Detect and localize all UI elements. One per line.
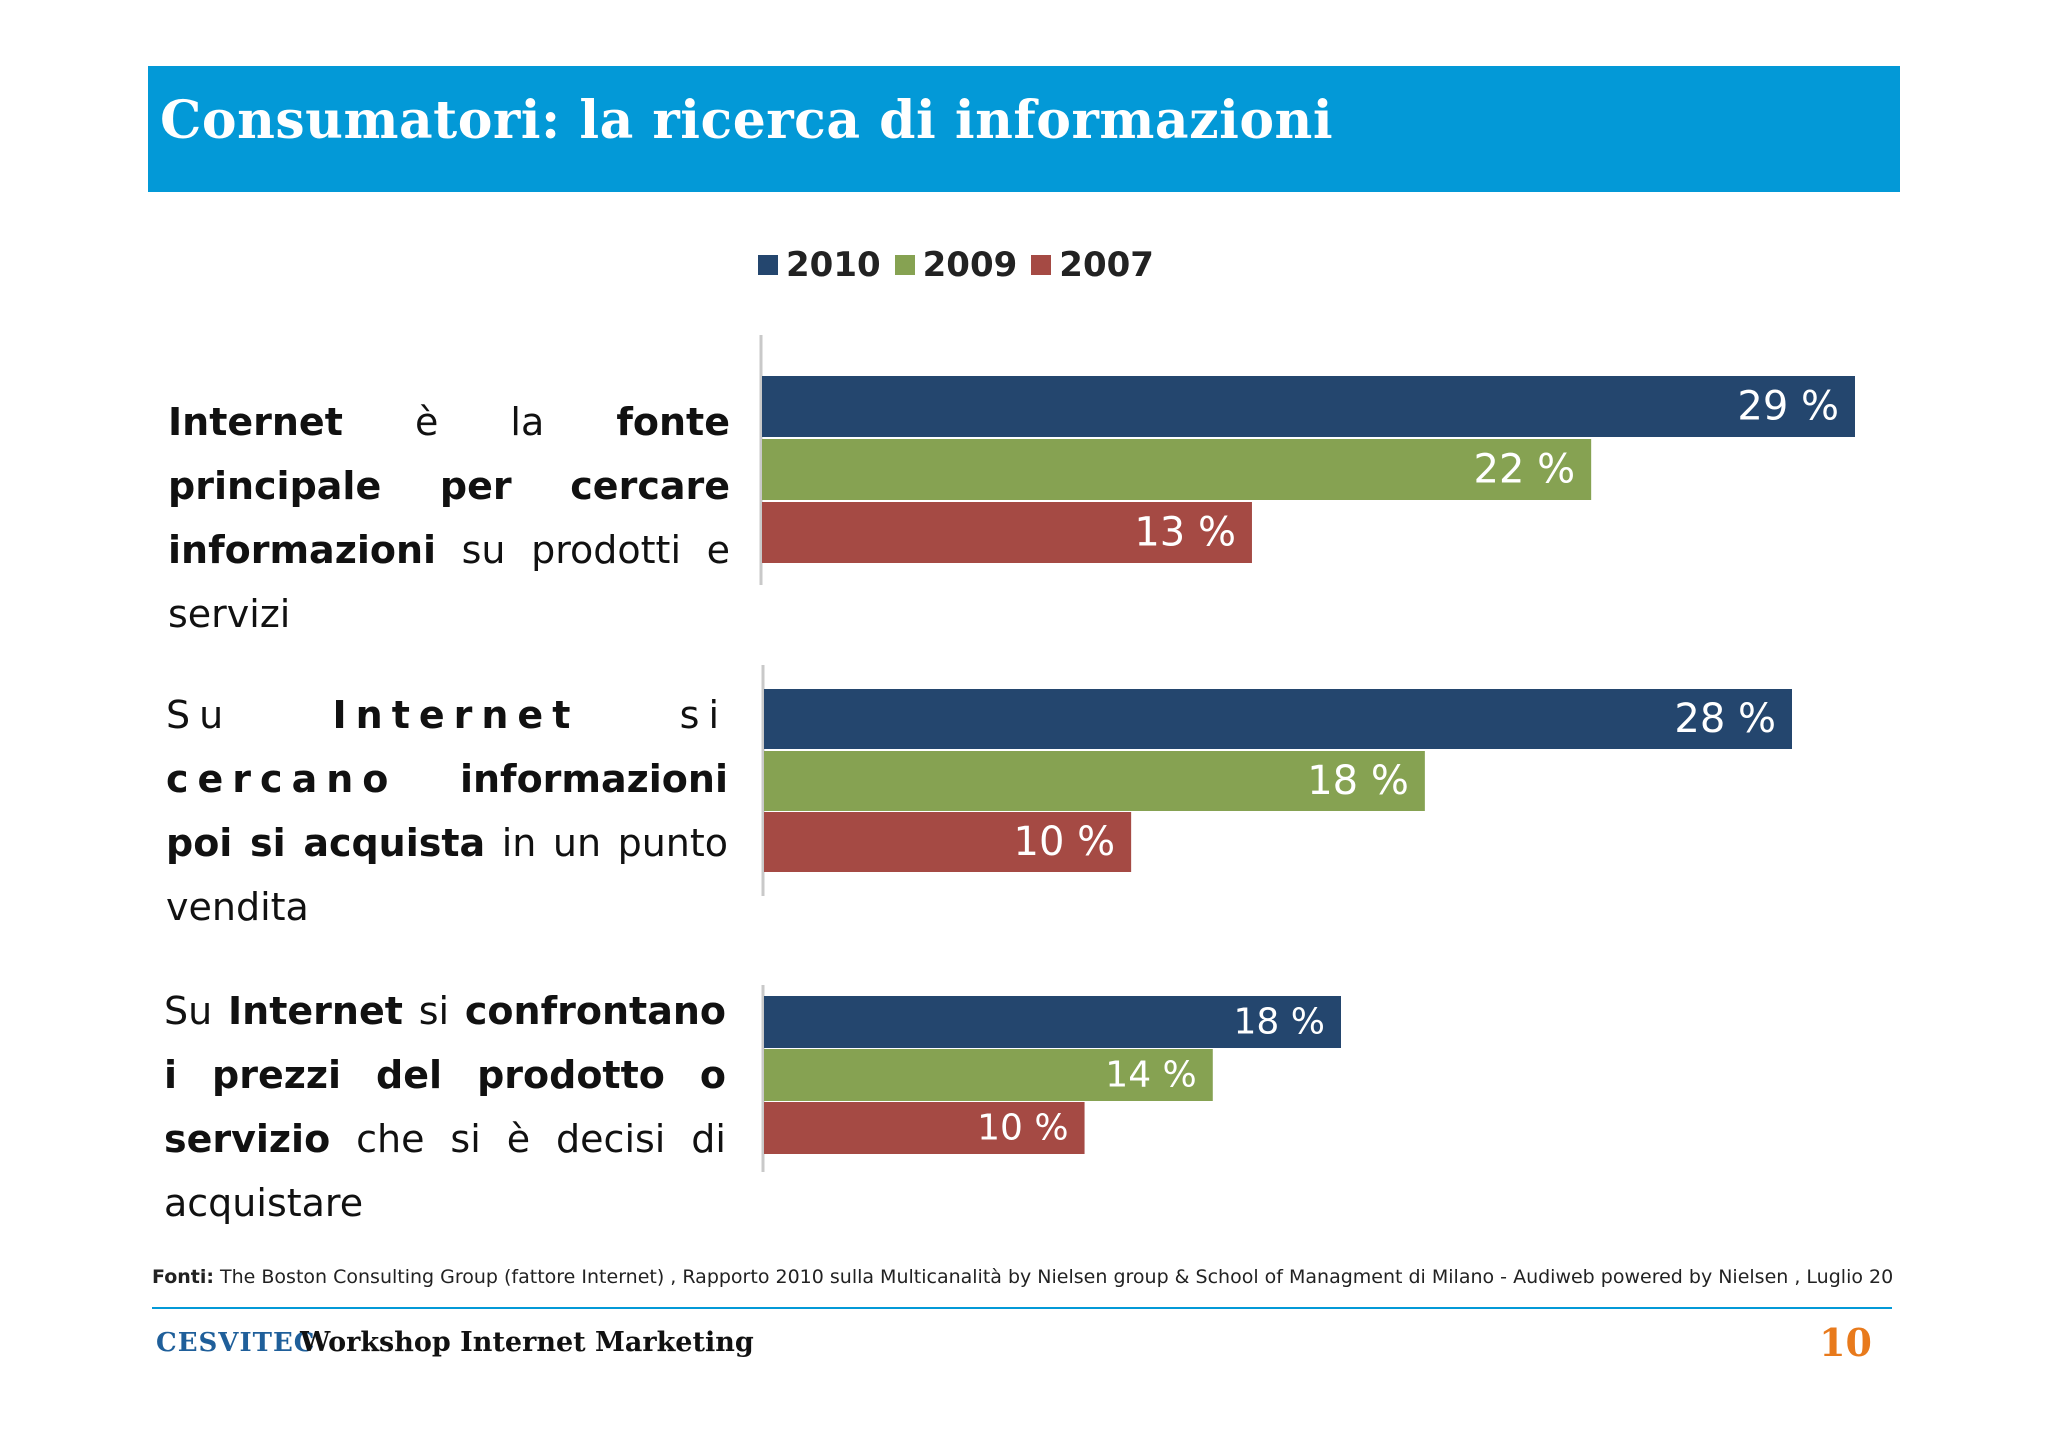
bar-2009 [764, 751, 1425, 811]
statement-text: Su [166, 693, 333, 737]
bar-value-label: 10 % [1014, 819, 1116, 865]
legend-item: 2007 [1031, 245, 1154, 285]
sources-text: The Boston Consulting Group (fattore Int… [213, 1266, 1892, 1288]
bar-value-label: 10 % [977, 1108, 1068, 1149]
legend-swatch [1031, 255, 1052, 275]
legend-label: 2007 [1059, 245, 1154, 285]
bar-2010 [762, 376, 1855, 437]
statement-text: in un punto vendita [166, 821, 729, 929]
bar-value-label: 14 % [1105, 1055, 1196, 1096]
legend-label: 2009 [922, 245, 1018, 285]
statement-3: Su Internet si confrontano i prezzi del … [164, 979, 726, 1235]
bar-value-label: 18 % [1307, 758, 1409, 804]
page-title: Consumatori: la ricerca di informazioni [160, 90, 1334, 151]
bar-value-label: 29 % [1737, 384, 1839, 430]
bar-value-label: 18 % [1234, 1002, 1325, 1043]
statement-text: su prodotti e servizi [168, 528, 730, 636]
statement-text: fonte principale per cercare informazion… [168, 400, 730, 572]
bar-2007 [762, 502, 1252, 563]
statement-text: Internet [228, 989, 403, 1033]
statement-2: Su Internet si cercano informazioni poi … [166, 683, 728, 939]
page-number: 10 [1819, 1320, 1872, 1365]
statement-text: si [402, 989, 465, 1033]
cesvitec-logo: CESVITEC [156, 1328, 316, 1358]
statement-text: cercano [166, 757, 398, 801]
title-bar: Consumatori: la ricerca di informazioni [148, 66, 1900, 192]
statement-text: confrontano i prezzi del prodotto o serv… [164, 989, 726, 1161]
bar-2007 [764, 812, 1132, 872]
sources-note: Fonti: The Boston Consulting Group (fatt… [152, 1266, 1892, 1288]
legend-swatch [758, 255, 778, 275]
bar-2010 [764, 689, 1792, 749]
bar-value-label: 22 % [1474, 447, 1576, 493]
statement-text: informazioni poi si acquista [166, 757, 728, 865]
bar-2009 [762, 439, 1592, 500]
sources-label: Fonti: [152, 1266, 214, 1288]
bar-value-label: 13 % [1134, 510, 1236, 556]
footer-divider [152, 1307, 1892, 1309]
legend-item: 2010 [758, 245, 881, 285]
statement-text: si [579, 693, 728, 737]
statement-text: è la [342, 400, 617, 444]
statement-text: Su [164, 989, 229, 1033]
legend-swatch [894, 255, 915, 275]
bar-value-label: 28 % [1674, 696, 1776, 742]
chart-legend: 2010 2009 2007 [758, 240, 1168, 290]
statement-text: Internet [332, 693, 580, 737]
legend-label: 2010 [786, 245, 881, 285]
bar-2007 [764, 1102, 1085, 1154]
statement-1: Internet è la fonte principale per cerca… [168, 390, 730, 646]
bar-2010 [764, 996, 1341, 1048]
bar-2009 [764, 1049, 1213, 1101]
statement-text: che si è decisi di acquistare [164, 1117, 726, 1225]
statement-text: Internet [168, 400, 343, 444]
footer-title: Workshop Internet Marketing [300, 1327, 754, 1358]
legend-item: 2009 [894, 245, 1018, 285]
